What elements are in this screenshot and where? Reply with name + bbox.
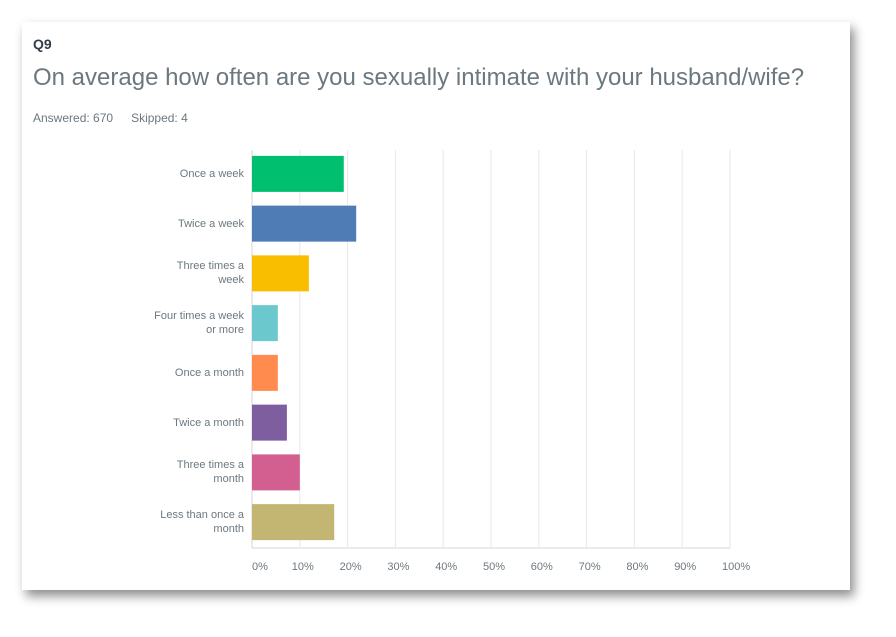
x-tick-label: 20% [340,561,362,573]
x-tick-label: 50% [483,561,505,573]
x-tick-label: 0% [252,561,268,573]
card [22,22,850,590]
bar [252,205,357,242]
category-label: Three times a month [176,459,244,486]
category-label: Once a month [174,366,244,379]
answered: Answered: 670 [33,111,114,125]
x-tick-label: 100% [722,561,750,573]
bar [252,305,278,342]
x-tick-label: 70% [579,561,601,573]
x-tick-label: 80% [626,561,648,573]
x-tick-label: 10% [292,561,314,573]
bar [252,155,344,192]
category-label: Once a week [179,167,244,180]
x-tick-label: 30% [387,561,409,573]
bar [252,454,300,491]
bar [252,255,309,292]
skipped: Skipped: 4 [131,111,188,125]
bar [252,354,278,391]
bar [252,404,287,441]
category-label: Twice a week [177,217,244,230]
category-label: Twice a month [173,416,244,429]
category-label: Three times a week [176,260,244,287]
x-tick-label: 40% [435,561,457,573]
x-tick-label: 60% [531,561,553,573]
category-label: Less than once a month [160,509,244,536]
response-meta: Answered: 670 Skipped: 4 [33,111,206,125]
x-tick-label: 90% [674,561,696,573]
bar [252,504,335,541]
question-number: Q9 [33,36,52,52]
question-title: On average how often are you sexually in… [33,64,805,91]
category-label: Four times a week or more [154,310,244,337]
